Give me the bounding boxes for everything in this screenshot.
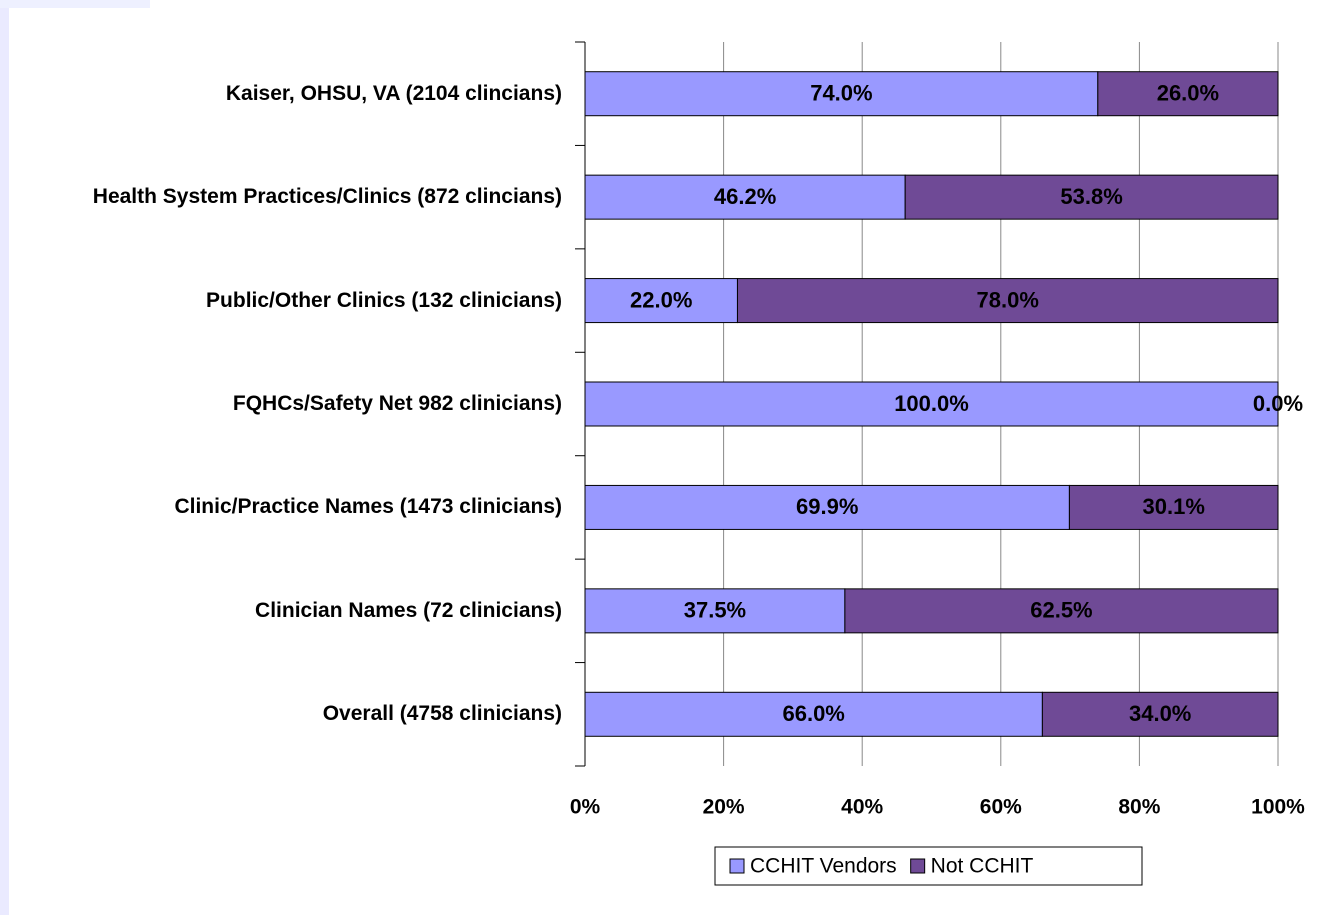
value-label: 53.8% [1060,184,1122,209]
value-label: 69.9% [796,494,858,519]
y-tick-label: Clinician Names (72 clinicians) [255,598,562,622]
bar-segment [584,484,1070,530]
value-label: 66.0% [782,701,844,726]
bar-segment [584,71,1099,117]
value-label: 78.0% [977,287,1039,312]
side-strip [0,0,9,915]
bar-segment [584,174,906,220]
bar-segment [584,691,1043,737]
bar-segment [1097,71,1279,117]
y-tick-label: Health System Practices/Clinics (872 cli… [92,185,562,209]
value-label: 46.2% [714,184,776,209]
top-strip [0,0,150,8]
x-tick-label: 0% [570,796,601,819]
legend-swatch [729,858,745,874]
y-tick-label: Public/Other Clinics (132 clinicians) [206,288,562,312]
bar-segment [904,174,1279,220]
legend-label: CCHIT Vendors [750,855,897,878]
bar-segment [736,278,1279,324]
y-tick-label: Clinic/Practice Names (1473 clinicians) [174,495,562,519]
bar-segment [584,381,1279,427]
y-tick-label: Overall (4758 clinicians) [322,702,562,726]
bar-segment [844,588,1279,634]
value-label: 100.0% [894,391,969,416]
value-label: 34.0% [1129,701,1191,726]
y-tick-label: Kaiser, OHSU, VA (2104 clincians) [225,81,562,105]
value-label: 30.1% [1143,494,1205,519]
x-tick-label: 100% [1251,796,1305,819]
value-label: 26.0% [1157,81,1219,106]
x-tick-label: 60% [980,796,1022,819]
value-label: 74.0% [810,81,872,106]
value-label: 37.5% [684,598,746,623]
legend-swatch [910,858,926,874]
value-label: 22.0% [630,287,692,312]
value-label: 62.5% [1030,598,1092,623]
bar-segment [1041,691,1279,737]
bar-segment [584,278,738,324]
legend-box [714,846,1143,886]
value-label: 0.0% [1253,391,1303,416]
x-tick-label: 20% [703,796,745,819]
bar-segment [1068,484,1279,530]
legend-label: Not CCHIT [931,855,1034,878]
x-tick-label: 40% [841,796,883,819]
y-tick-label: FQHCs/Safety Net 982 clinicians) [232,392,562,415]
bar-segment [584,588,846,634]
x-tick-label: 80% [1118,796,1160,819]
